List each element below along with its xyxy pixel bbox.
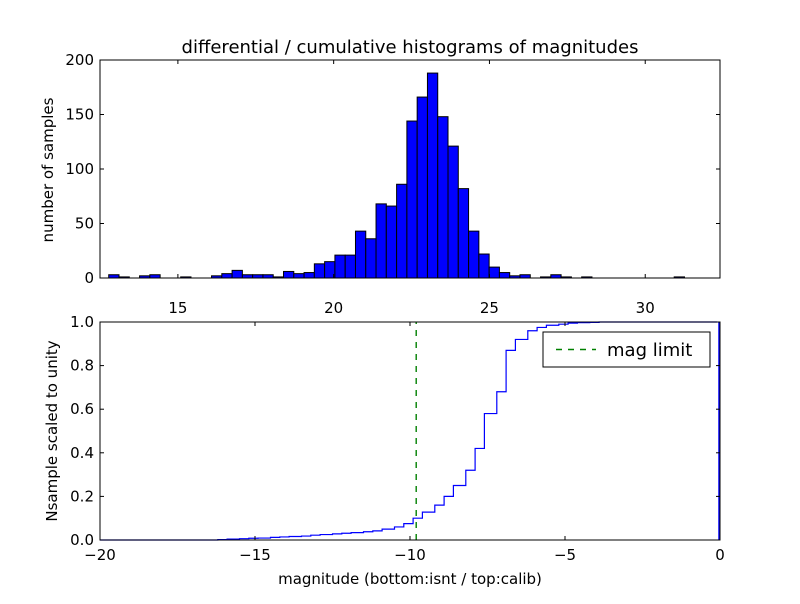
histogram-y-tick-label: 0 [84, 269, 94, 287]
chart-title: differential / cumulative histograms of … [182, 37, 639, 58]
cumulative-y-tick-label: 0.8 [70, 357, 94, 375]
cumulative-x-tick-label: −20 [84, 546, 116, 564]
histogram-bar [457, 188, 470, 279]
histogram-bar [221, 273, 233, 279]
cumulative-y-tick-label: 1.0 [70, 313, 94, 331]
histogram-bar [303, 272, 315, 279]
histogram-bar [375, 203, 387, 279]
histogram-x-tick-label: 30 [636, 299, 655, 317]
cumulative-x-tick-label: 0 [715, 546, 725, 564]
cumulative-y-tick-label: 0.4 [70, 444, 94, 462]
histogram-x-tick-label: 15 [168, 299, 187, 317]
histogram-ticks: 15 20 25 30 0 50 100 150 200 [65, 51, 720, 317]
histogram-y-tick-label: 50 [75, 215, 94, 233]
histogram-bar [385, 205, 398, 279]
cumulative-x-axis-label: magnitude (bottom:isnt / top:calib) [278, 570, 542, 588]
histogram-bar [478, 253, 490, 279]
legend: mag limit [542, 331, 711, 368]
cumulative-x-tick-label: −15 [239, 546, 271, 564]
cumulative-y-tick-label: 0.0 [70, 531, 94, 549]
histogram-x-tick-label: 25 [480, 299, 499, 317]
histogram-bar [231, 269, 243, 279]
cumulative-x-tick-label: −5 [554, 546, 576, 564]
histogram-y-tick-label: 150 [65, 106, 94, 124]
histogram-bar [313, 263, 326, 279]
cumulative-y-tick-label: 0.2 [70, 487, 94, 505]
histogram-bar [365, 238, 377, 279]
cumulative-step-line [100, 321, 717, 541]
histogram-bar [283, 270, 295, 279]
histogram-bar [488, 266, 500, 279]
histogram-bars [108, 72, 685, 279]
histogram-bar [447, 145, 459, 279]
cumulative-y-tick-label: 0.6 [70, 400, 94, 418]
cumulative-x-tick-label: −10 [394, 546, 426, 564]
cumulative-ticks: −20 −15 −10 −5 0 0.0 0.2 0.4 0.6 0.8 1.0 [70, 313, 725, 564]
histogram-bar [344, 254, 356, 279]
histogram-axes-frame [99, 59, 721, 279]
histogram-bar [396, 183, 408, 279]
histogram-y-axis-label: number of samples [39, 97, 57, 242]
histogram-y-tick-label: 200 [65, 51, 94, 69]
histogram-bar [293, 273, 305, 279]
cumulative-lines [100, 321, 720, 541]
legend-mag-limit-label: mag limit [607, 340, 692, 361]
histogram-bar [437, 116, 449, 279]
cumulative-axes-frame [99, 321, 721, 541]
cumulative-y-axis-label: Nsample scaled to unity [43, 340, 61, 521]
histogram-x-tick-label: 20 [324, 299, 343, 317]
histogram-bar [468, 230, 480, 279]
histogram-bar [416, 96, 428, 279]
histogram-bar [354, 230, 367, 279]
histogram-bar [426, 72, 439, 279]
cumulative-panel: magnitude (bottom:isnt / top:calib) Nsam… [43, 313, 725, 588]
histogram-y-tick-label: 100 [65, 160, 94, 178]
histogram-bar [498, 272, 511, 279]
histogram-bar [406, 120, 418, 279]
histogram-bar [334, 254, 346, 279]
histogram-panel: differential / cumulative histograms of … [39, 37, 721, 317]
